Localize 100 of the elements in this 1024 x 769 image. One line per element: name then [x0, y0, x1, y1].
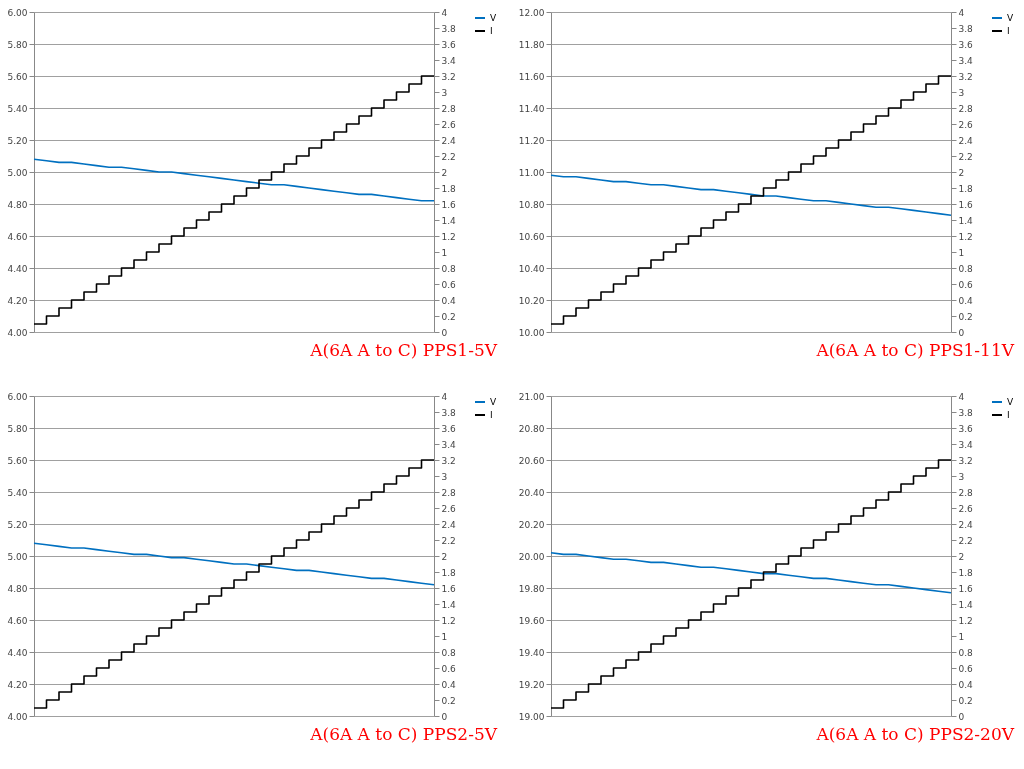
line-series — [550, 174, 952, 216]
y2-tick-label: 0.4 — [441, 679, 457, 690]
y2-tick-label: 4 — [958, 7, 965, 18]
y2-tick-label: 3.6 — [958, 423, 974, 434]
y2-tick-label: 1.4 — [958, 599, 974, 610]
y2-tick-label: 0.8 — [958, 647, 974, 658]
y2-tick-label: 3.4 — [441, 55, 457, 66]
y-tick-label: 5.40 — [7, 487, 28, 498]
legend-label: V — [1007, 13, 1014, 23]
y2-tick-label: 3 — [958, 87, 965, 98]
y2-tick-label: 1 — [441, 247, 448, 258]
y2-tick-label: 0.2 — [441, 695, 456, 706]
y2-tick-label: 1.8 — [958, 567, 974, 578]
y2-tick-label: 3 — [958, 471, 965, 482]
y-tick-label: 20.80 — [518, 423, 545, 434]
y2-tick-label: 3.8 — [441, 407, 457, 418]
y2-tick-label: 1.8 — [441, 567, 457, 578]
legend-label: I — [490, 26, 493, 36]
y2-tick-label: 0.2 — [958, 311, 973, 322]
legend-label: I — [1007, 26, 1010, 36]
y2-tick-label: 0.6 — [958, 663, 974, 674]
y-tick-label: 11.80 — [518, 39, 545, 50]
y2-tick-label: 2.4 — [441, 135, 457, 146]
y-tick-label: 5.20 — [7, 135, 28, 146]
y2-tick-label: 2.8 — [958, 487, 974, 498]
y2-tick-label: 2.6 — [441, 503, 457, 514]
y2-tick-label: 0.8 — [958, 263, 974, 274]
y-tick-label: 5.80 — [7, 39, 28, 50]
y2-tick-label: 3.2 — [958, 71, 973, 82]
y-tick-label: 4.20 — [7, 679, 28, 690]
y2-tick-label: 0.4 — [958, 679, 974, 690]
y2-tick-label: 2 — [441, 167, 448, 178]
y2-tick-label: 2.2 — [441, 151, 456, 162]
y2-tick-label: 0.6 — [958, 279, 974, 290]
y2-tick-label: 1.4 — [958, 215, 974, 226]
y2-tick-label: 2.2 — [958, 535, 973, 546]
legend-label: I — [1007, 410, 1010, 420]
y2-tick-label: 1.2 — [441, 231, 456, 242]
y2-tick-label: 0 — [441, 711, 448, 722]
y2-tick-label: 2.8 — [441, 103, 457, 114]
y2-tick-label: 3.2 — [441, 71, 456, 82]
y2-tick-label: 3 — [441, 87, 448, 98]
y-tick-label: 12.00 — [518, 7, 545, 18]
y-tick-label: 4.00 — [7, 327, 28, 338]
y2-tick-label: 3.4 — [958, 55, 974, 66]
y-tick-label: 10.40 — [518, 263, 545, 274]
y2-tick-label: 2.4 — [441, 519, 457, 530]
legend-label: V — [490, 13, 497, 23]
y2-tick-label: 2.8 — [958, 103, 974, 114]
y2-tick-label: 0 — [441, 327, 448, 338]
y-tick-label: 10.00 — [518, 327, 545, 338]
y-tick-label: 20.20 — [518, 519, 545, 530]
y2-tick-label: 1.8 — [441, 183, 457, 194]
y-tick-label: 19.00 — [518, 711, 545, 722]
y2-tick-label: 1.2 — [958, 231, 973, 242]
y-tick-label: 4.80 — [7, 583, 28, 594]
line-series — [33, 542, 435, 586]
y-tick-label: 4.60 — [7, 615, 28, 626]
y2-tick-label: 1.4 — [441, 215, 457, 226]
y-tick-label: 4.80 — [7, 199, 28, 210]
y2-tick-label: 2 — [441, 551, 448, 562]
y2-tick-label: 2.8 — [441, 487, 457, 498]
y2-tick-label: 1 — [958, 247, 965, 258]
y-tick-label: 4.40 — [7, 263, 28, 274]
y2-tick-label: 2.4 — [958, 519, 974, 530]
line-series — [33, 158, 435, 202]
y-tick-label: 4.40 — [7, 647, 28, 658]
y2-tick-label: 1 — [441, 631, 448, 642]
y-tick-label: 5.00 — [7, 551, 28, 562]
y-tick-label: 21.00 — [518, 391, 545, 402]
line-series — [550, 552, 952, 594]
y-tick-label: 11.00 — [518, 167, 545, 178]
y-tick-label: 5.20 — [7, 519, 28, 530]
y2-tick-label: 3.6 — [958, 39, 974, 50]
legend-label: V — [490, 397, 497, 407]
y2-tick-label: 2.2 — [958, 151, 973, 162]
y2-tick-label: 3.2 — [958, 455, 973, 466]
y-tick-label: 19.80 — [518, 583, 545, 594]
text: A(6A A to C) PPS2-20V — [815, 724, 1015, 744]
y2-tick-label: 0.2 — [958, 695, 973, 706]
y2-tick-label: 1 — [958, 631, 965, 642]
y2-tick-label: 0.8 — [441, 263, 457, 274]
y-tick-label: 4.00 — [7, 711, 28, 722]
y-tick-label: 20.00 — [518, 551, 545, 562]
y-tick-label: 4.20 — [7, 295, 28, 306]
y2-tick-label: 1.6 — [441, 583, 457, 594]
y-tick-label: 10.20 — [518, 295, 545, 306]
y-tick-label: 5.40 — [7, 103, 28, 114]
y-tick-label: 19.60 — [518, 615, 545, 626]
y-tick-label: 4.60 — [7, 231, 28, 242]
y-tick-label: 20.40 — [518, 487, 545, 498]
text: A(6A A to C) PPS1-11V — [815, 340, 1015, 360]
y2-tick-label: 1.6 — [958, 199, 974, 210]
text: A(6A A to C) PPS1-5V — [309, 340, 498, 360]
y2-tick-label: 4 — [441, 7, 448, 18]
y-tick-label: 6.00 — [7, 391, 28, 402]
y-tick-label: 11.60 — [518, 71, 545, 82]
y2-tick-label: 3.6 — [441, 39, 457, 50]
y2-tick-label: 4 — [441, 391, 448, 402]
y2-tick-label: 1.4 — [441, 599, 457, 610]
